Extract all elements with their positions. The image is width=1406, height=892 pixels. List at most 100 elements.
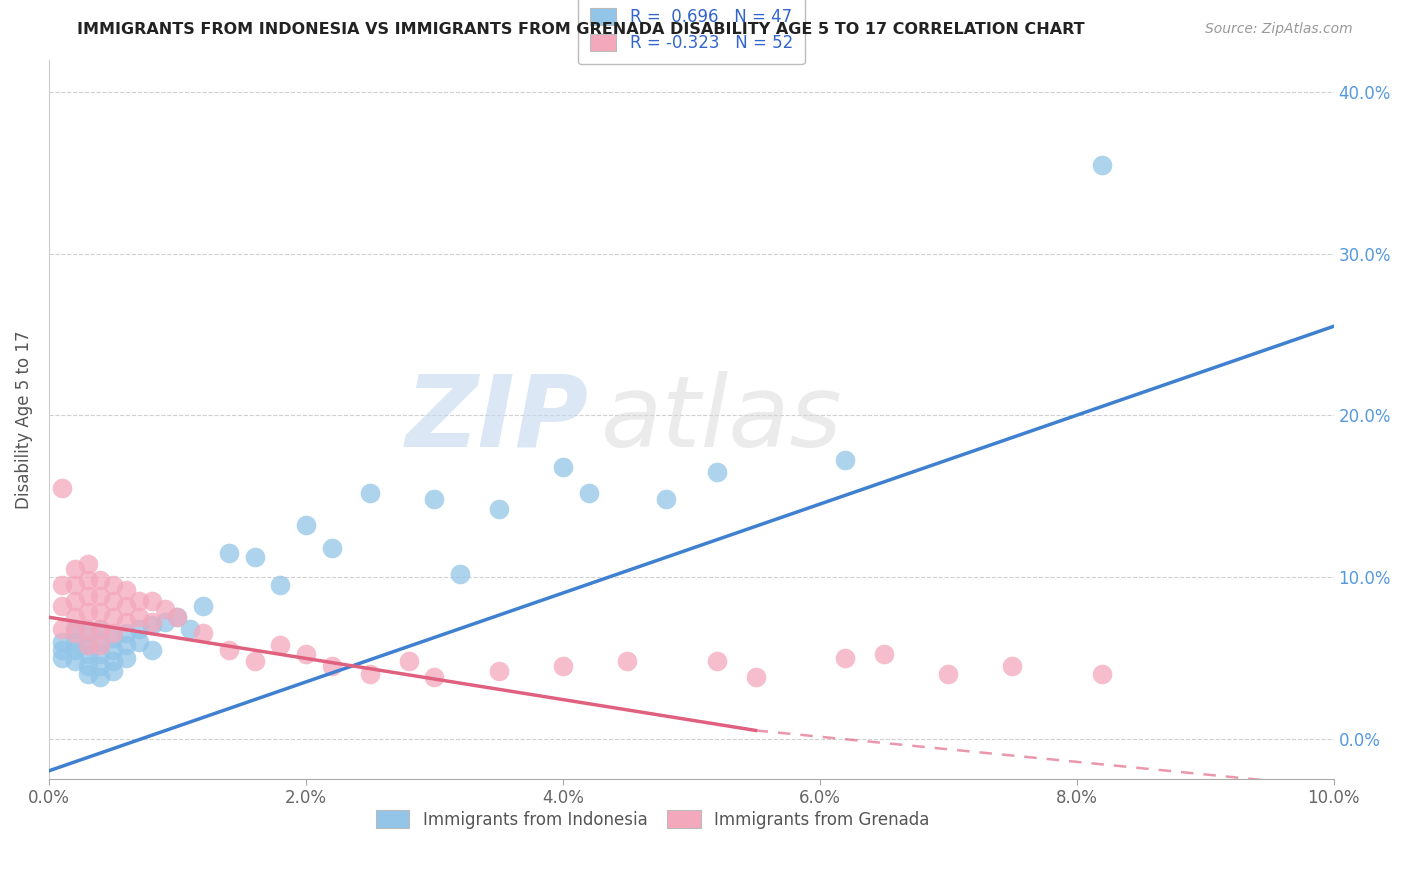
Point [103, 654, 125, 668]
Point [76, 638, 98, 652]
Point [89, 573, 111, 587]
Point [551, 658, 574, 673]
Point [51, 481, 73, 495]
Point [115, 615, 138, 629]
Point [51, 650, 73, 665]
Point [63, 642, 86, 657]
Point [141, 615, 163, 629]
Point [89, 670, 111, 684]
Point [1091, 158, 1114, 172]
Point [936, 666, 959, 681]
Point [834, 650, 856, 665]
Point [89, 638, 111, 652]
Point [1091, 666, 1114, 681]
Point [321, 541, 343, 555]
Point [128, 622, 150, 636]
Point [63, 622, 86, 636]
Point [128, 594, 150, 608]
Point [89, 622, 111, 636]
Legend: Immigrants from Indonesia, Immigrants from Grenada: Immigrants from Indonesia, Immigrants fr… [370, 804, 936, 835]
Point [76, 589, 98, 603]
Point [103, 664, 125, 678]
Point [103, 610, 125, 624]
Point [103, 626, 125, 640]
Point [423, 492, 446, 507]
Point [243, 654, 266, 668]
Point [76, 622, 98, 636]
Point [321, 658, 343, 673]
Point [76, 658, 98, 673]
Point [269, 638, 291, 652]
Point [89, 606, 111, 620]
Point [153, 615, 176, 629]
Point [166, 610, 188, 624]
Point [153, 602, 176, 616]
Point [488, 502, 510, 516]
Point [89, 658, 111, 673]
Text: Source: ZipAtlas.com: Source: ZipAtlas.com [1205, 22, 1353, 37]
Point [191, 599, 214, 613]
Point [398, 654, 420, 668]
Point [103, 578, 125, 592]
Point [706, 465, 728, 479]
Text: IMMIGRANTS FROM INDONESIA VS IMMIGRANTS FROM GRENADA DISABILITY AGE 5 TO 17 CORR: IMMIGRANTS FROM INDONESIA VS IMMIGRANTS … [77, 22, 1085, 37]
Point [115, 650, 138, 665]
Point [551, 459, 574, 474]
Point [706, 654, 728, 668]
Point [578, 485, 600, 500]
Point [141, 594, 163, 608]
Point [103, 594, 125, 608]
Point [128, 610, 150, 624]
Point [51, 634, 73, 648]
Point [269, 578, 291, 592]
Point [76, 557, 98, 571]
Point [76, 606, 98, 620]
Point [51, 599, 73, 613]
Point [218, 642, 240, 657]
Point [449, 566, 471, 581]
Point [115, 599, 138, 613]
Point [243, 550, 266, 565]
Point [115, 638, 138, 652]
Point [191, 626, 214, 640]
Text: atlas: atlas [602, 371, 844, 467]
Point [295, 648, 318, 662]
Y-axis label: Disability Age 5 to 17: Disability Age 5 to 17 [15, 330, 32, 508]
Point [103, 632, 125, 646]
Point [76, 626, 98, 640]
Point [89, 622, 111, 636]
Point [115, 582, 138, 597]
Point [488, 664, 510, 678]
Point [89, 589, 111, 603]
Point [141, 618, 163, 632]
Point [166, 610, 188, 624]
Point [616, 654, 638, 668]
Point [654, 492, 676, 507]
Point [76, 648, 98, 662]
Point [128, 634, 150, 648]
Point [179, 622, 201, 636]
Point [359, 485, 381, 500]
Point [1001, 658, 1024, 673]
Point [63, 578, 86, 592]
Point [63, 626, 86, 640]
Point [51, 642, 73, 657]
Point [63, 562, 86, 576]
Point [141, 642, 163, 657]
Point [359, 666, 381, 681]
Point [423, 670, 446, 684]
Point [51, 578, 73, 592]
Point [115, 626, 138, 640]
Point [295, 518, 318, 533]
Point [63, 594, 86, 608]
Point [76, 638, 98, 652]
Point [873, 648, 896, 662]
Point [834, 453, 856, 467]
Point [89, 634, 111, 648]
Point [744, 670, 766, 684]
Point [51, 622, 73, 636]
Point [63, 654, 86, 668]
Point [89, 648, 111, 662]
Point [63, 634, 86, 648]
Point [103, 642, 125, 657]
